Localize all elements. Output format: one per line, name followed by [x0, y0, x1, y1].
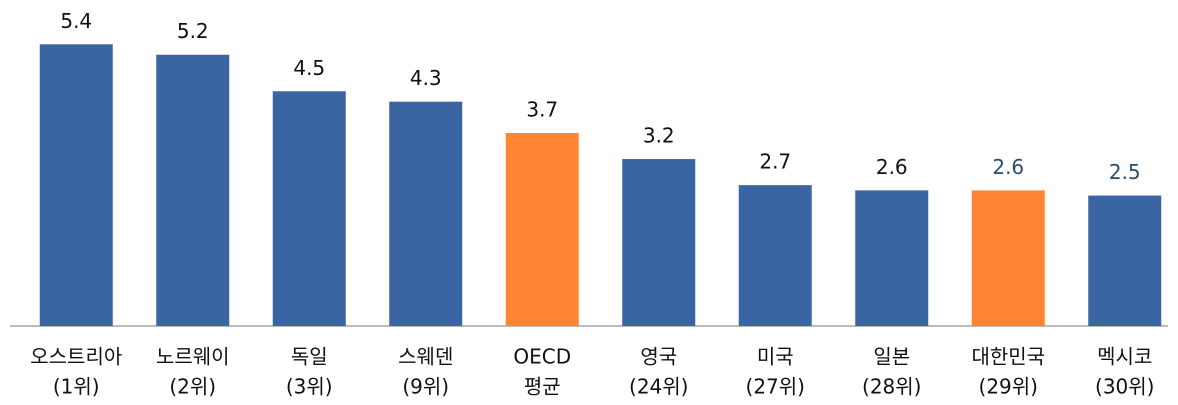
value-label: 3.2	[643, 124, 675, 148]
value-label: 3.7	[526, 97, 558, 121]
x-tick-label: (30위)	[1095, 375, 1154, 399]
bar	[738, 185, 812, 326]
value-label: 5.4	[60, 9, 92, 33]
value-label: 2.6	[876, 155, 908, 179]
x-tick-label: 대한민국	[971, 345, 1045, 369]
x-tick-label: (9위)	[402, 375, 449, 399]
bar	[156, 54, 230, 326]
value-label: 5.2	[177, 19, 209, 43]
bar	[505, 132, 579, 326]
bar	[971, 190, 1045, 326]
x-tick-label: 노르웨이	[156, 345, 230, 369]
x-tick-label: (27위)	[746, 375, 805, 399]
x-tick-label: 오스트리아	[30, 345, 122, 369]
bar	[389, 101, 463, 326]
x-tick-label: 독일	[291, 345, 328, 369]
x-tick-label: 미국	[757, 345, 794, 369]
x-tick-label: (3위)	[286, 375, 333, 399]
bar	[272, 91, 346, 326]
x-tick-label: 평균	[524, 375, 561, 399]
bar	[1088, 195, 1162, 326]
x-tick-label: (24위)	[629, 375, 688, 399]
x-tick-label: 영국	[640, 345, 677, 369]
value-label: 2.7	[759, 150, 791, 174]
x-tick-label: (28위)	[862, 375, 921, 399]
value-label: 2.5	[1109, 160, 1141, 184]
bar	[855, 190, 929, 326]
x-tick-label: 스웨덴	[398, 345, 453, 369]
value-label: 4.5	[293, 56, 325, 80]
x-tick-label: (2위)	[169, 375, 216, 399]
x-tick-label: 일본	[873, 345, 910, 369]
bar	[622, 159, 696, 326]
bar	[39, 44, 113, 327]
x-tick-label: 멕시코	[1097, 345, 1152, 369]
value-label: 4.3	[410, 66, 442, 90]
x-tick-label: OECD	[513, 345, 571, 369]
value-label: 2.6	[992, 155, 1024, 179]
x-tick-label: (29위)	[979, 375, 1038, 399]
x-tick-label: (1위)	[53, 375, 100, 399]
